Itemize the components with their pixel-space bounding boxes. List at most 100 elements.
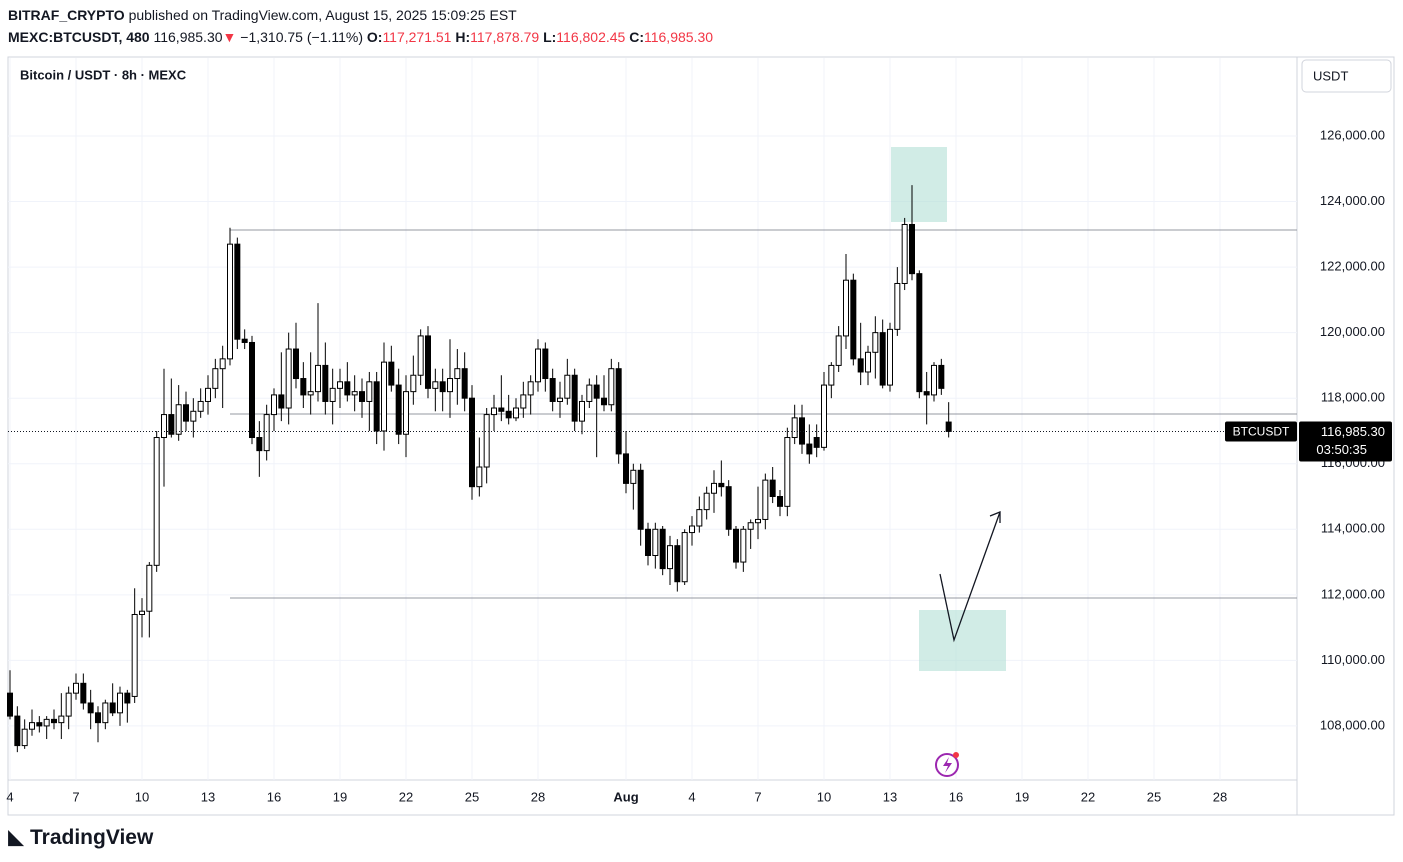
y-tick-label: 114,000.00	[1321, 521, 1385, 536]
x-tick-label: 10	[135, 789, 149, 804]
candle-body	[102, 702, 109, 724]
alert-bolt	[943, 757, 952, 773]
x-tick-label: 22	[1081, 789, 1095, 804]
candle-body	[549, 378, 556, 402]
candle-body	[938, 364, 945, 389]
candle-body	[241, 338, 248, 343]
candle-body	[344, 381, 351, 396]
candle-body	[29, 722, 35, 730]
candle-body	[505, 410, 512, 419]
candle-body	[153, 437, 160, 566]
candle-body	[227, 243, 233, 360]
x-tick-label: 13	[883, 789, 897, 804]
candle-body	[945, 421, 952, 432]
candle-body	[307, 391, 314, 396]
candle-body	[124, 692, 131, 704]
candle-body	[80, 682, 87, 704]
x-tick-label: 13	[201, 789, 215, 804]
candle-body	[747, 522, 754, 530]
x-tick-label: 19	[333, 789, 347, 804]
candle-body	[454, 368, 461, 380]
candle-body	[535, 348, 541, 383]
candle-body	[234, 243, 241, 340]
x-tick-label: 22	[399, 789, 413, 804]
published: published on TradingView.com, August 15,…	[128, 7, 517, 23]
candle-body	[799, 417, 805, 445]
candle-body	[608, 368, 615, 406]
candle-body	[373, 381, 380, 432]
candles	[7, 185, 952, 753]
price-tag-value: 116,985.30	[1321, 424, 1385, 439]
candle-body	[579, 400, 585, 422]
zone-top	[891, 147, 947, 222]
candle-body	[58, 715, 65, 724]
candle-body	[806, 443, 813, 455]
candle-body	[696, 509, 703, 527]
last: 116,985.30	[153, 29, 223, 45]
candle-body	[615, 368, 622, 455]
candle-body	[249, 341, 255, 439]
y-tick-label: 110,000.00	[1321, 652, 1385, 667]
candle-body	[887, 328, 893, 386]
candle-body	[87, 702, 94, 714]
o-value: 117,271.51	[382, 29, 452, 45]
y-tick-label: 120,000.00	[1320, 324, 1385, 339]
candle-body	[498, 407, 505, 412]
candle-body	[850, 279, 857, 360]
l-value: 116,802.45	[556, 29, 626, 45]
down-arrow: ▼	[222, 29, 237, 45]
x-tick-label: 16	[267, 789, 281, 804]
candle-body	[219, 358, 226, 370]
x-tick-label: 4	[6, 789, 13, 804]
candle-body	[300, 378, 307, 396]
candle-body	[212, 368, 219, 389]
x-tick-label: 28	[1213, 789, 1227, 804]
x-tick-label: 19	[1015, 789, 1029, 804]
candle-body	[197, 400, 204, 412]
candle-body	[161, 414, 167, 439]
l-label: L:	[543, 29, 557, 45]
x-tick-label: 7	[754, 789, 761, 804]
symbol-tag-text: BTCUSDT	[1233, 425, 1290, 439]
alert-dot	[953, 752, 959, 758]
x-tick-label: 16	[949, 789, 963, 804]
candle-body	[923, 391, 930, 396]
candle-body	[843, 279, 849, 337]
y-tick-label: 126,000.00	[1320, 127, 1385, 142]
candle-body	[395, 384, 402, 435]
candle-body	[425, 335, 431, 389]
candle-body	[542, 348, 549, 380]
candle-body	[351, 391, 358, 396]
brand-name: TradingView	[30, 826, 154, 849]
x-tick-label: Aug	[613, 789, 638, 804]
arrow-head	[989, 511, 1001, 523]
candle-body	[43, 718, 50, 727]
c-label: C:	[629, 29, 644, 45]
currency: USDT	[1313, 68, 1348, 83]
candle-body	[916, 273, 923, 393]
candle-body	[835, 335, 842, 366]
candle-body	[410, 374, 417, 393]
candle-body	[168, 414, 175, 435]
candle-body	[527, 381, 534, 396]
candle-body	[95, 712, 101, 724]
alert-icon	[935, 753, 959, 777]
candle-body	[857, 358, 864, 373]
candle-body	[483, 414, 490, 468]
candle-body	[447, 378, 453, 393]
candle-body	[256, 437, 263, 452]
candle-body	[652, 528, 659, 557]
currency-box	[1301, 59, 1392, 93]
grid	[8, 58, 1297, 780]
candle-body	[630, 469, 637, 484]
candle-body	[725, 486, 732, 530]
candle-body	[813, 437, 820, 448]
h-value: 117,878.79	[470, 29, 540, 45]
candle-body	[667, 545, 673, 570]
candle-body	[366, 381, 373, 402]
candle-body	[469, 397, 475, 488]
candle-body	[432, 381, 439, 389]
price-tag	[1299, 421, 1392, 462]
symbol: MEXC:BTCUSDT, 480	[8, 29, 150, 45]
